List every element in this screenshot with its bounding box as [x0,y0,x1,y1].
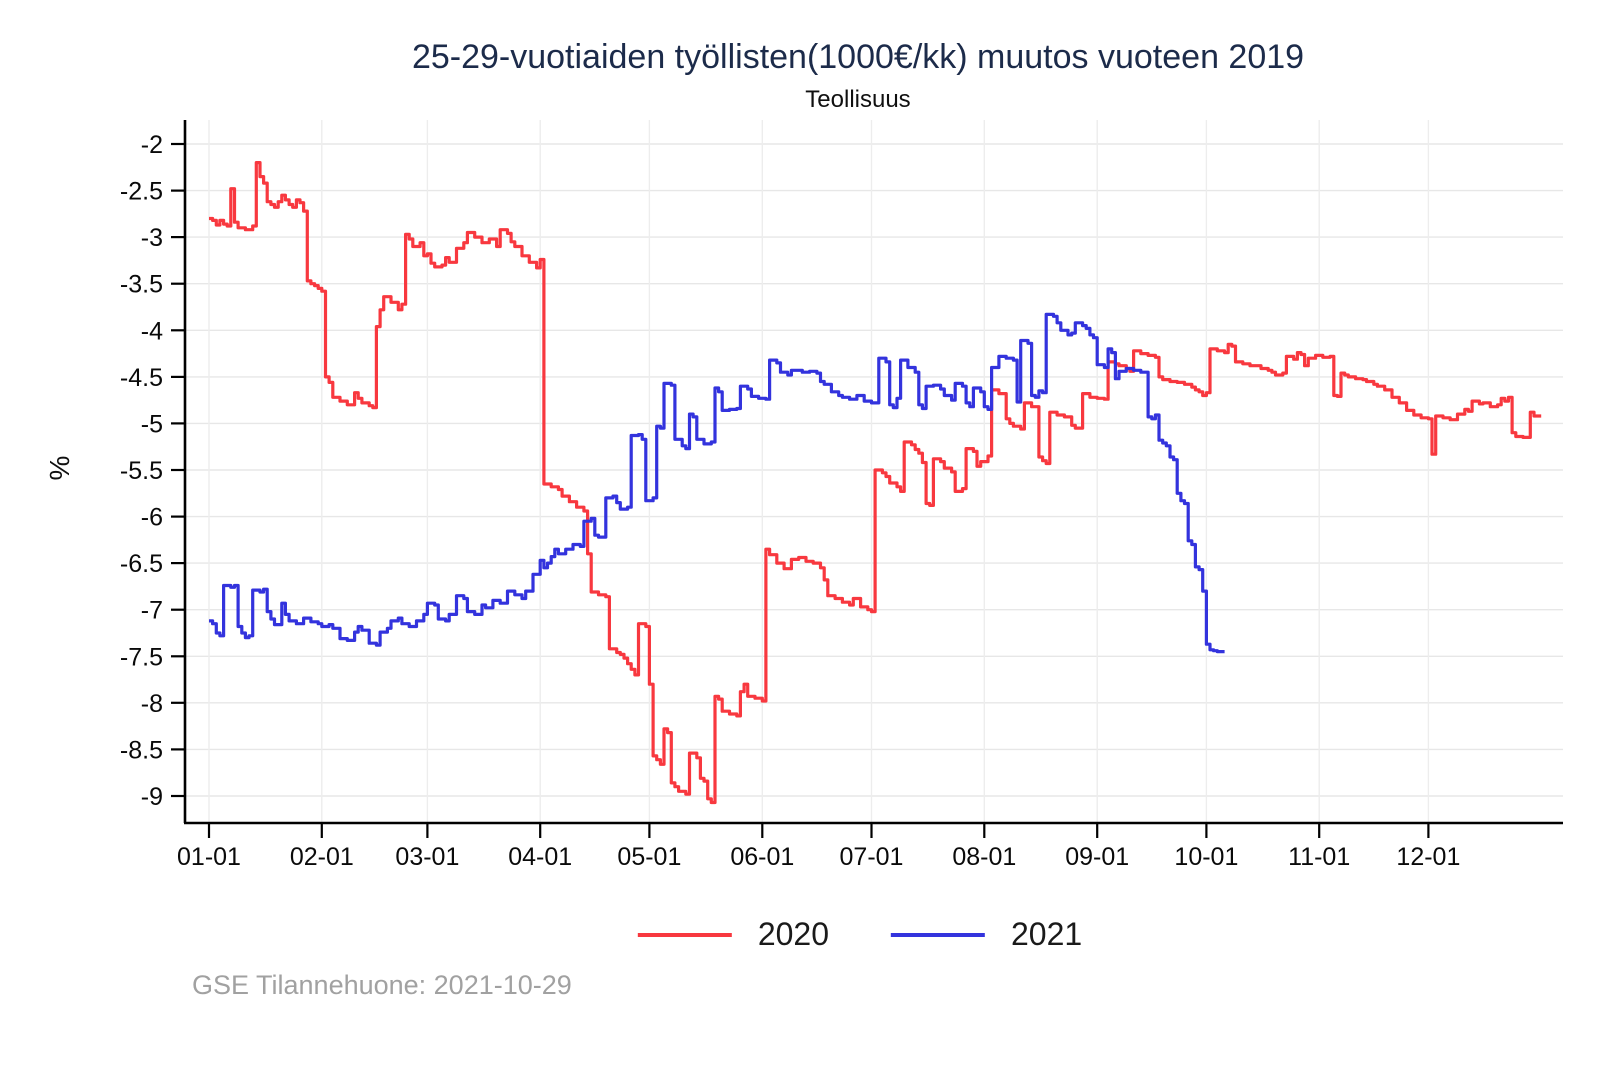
legend-line-2020 [637,932,732,937]
x-tick-label: 01-01 [177,843,241,871]
x-tick-label: 03-01 [395,843,459,871]
legend-line-2021 [891,932,985,937]
y-tick-label: -8 [141,690,163,718]
x-tick-label: 06-01 [730,843,794,871]
legend: 2020 2021 [637,916,1082,953]
legend-label-2021: 2021 [1011,916,1083,952]
data-series [209,161,1542,805]
y-tick-label: -5.5 [120,457,163,485]
y-tick-label: -7 [141,597,163,625]
axis-ticks [171,142,1430,838]
y-tick-label: -2.5 [120,178,163,206]
legend-item-2020: 2020 [637,916,829,953]
x-tick-label: 08-01 [952,843,1016,871]
y-tick-label: -6.5 [120,550,163,578]
y-tick-label: -4 [141,317,163,345]
series-2020-line [209,161,1542,805]
y-tick-label: -9 [141,783,163,811]
chart-subtitle: Teollisuus [805,86,911,113]
y-tick-label: -3.5 [120,271,163,299]
x-tick-label: 02-01 [290,843,354,871]
y-tick-label: -5 [141,410,163,438]
y-tick-label: -4.5 [120,364,163,392]
x-tick-label: 11-01 [1288,843,1350,871]
source-caption: GSE Tilannehuone: 2021-10-29 [192,970,572,1000]
y-tick-label: -8.5 [120,736,163,764]
y-tick-label: -3 [141,224,163,252]
axis-tick-labels: -2 -2.5 -3 -3.5 -4 -4.5 -5 -5.5 -6 -6.5 -7 -7.5 -8 -8… [120,131,1460,871]
y-tick-label: -6 [141,504,163,532]
legend-label-2020: 2020 [757,916,829,952]
x-tick-label: 04-01 [508,843,572,871]
chart-title: 25-29-vuotiaiden työllisten(1000€/kk) mu… [411,38,1305,76]
legend-item-2021: 2021 [891,916,1082,953]
x-tick-label: 12-01 [1396,843,1460,871]
x-tick-label: 09-01 [1065,843,1129,871]
x-tick-label: 07-01 [840,843,904,871]
y-tick-label: -7.5 [120,643,163,671]
series-2021-line [209,312,1225,654]
x-tick-label: 10-01 [1174,843,1238,871]
x-tick-label: 05-01 [617,843,681,871]
y-tick-label: -2 [141,131,163,159]
